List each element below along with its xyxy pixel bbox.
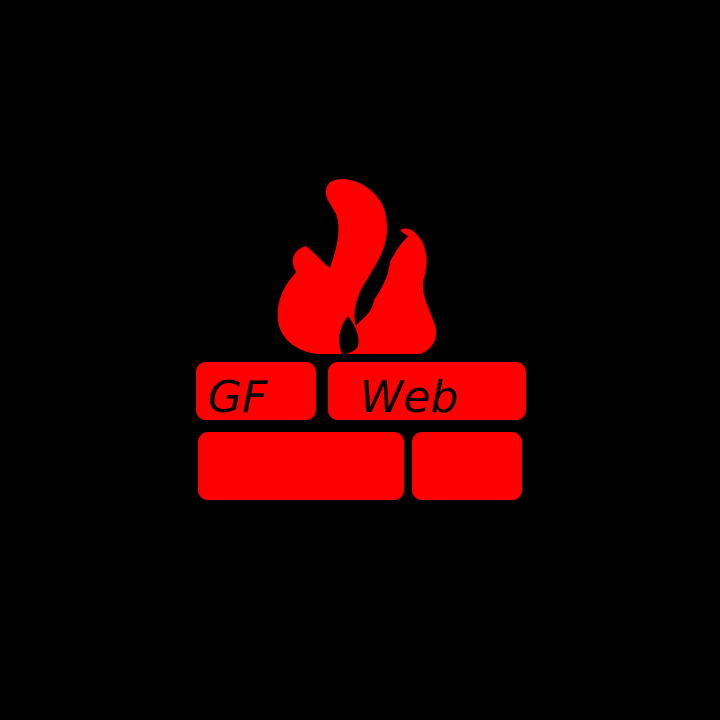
flame-tongue-right — [400, 228, 418, 240]
flame-inner-cut — [339, 316, 359, 354]
brick-bottom-right — [412, 432, 522, 500]
flame-main — [277, 179, 437, 354]
flame-icon — [277, 179, 437, 354]
brick-bottom-left — [198, 432, 404, 500]
brick-top-right — [328, 362, 526, 420]
brick-top-left — [196, 362, 316, 420]
brick-row-top — [196, 362, 526, 420]
brick-row-bottom — [198, 432, 522, 500]
logo-text-web: Web — [360, 372, 459, 423]
logo-text-gf: GF — [208, 372, 268, 423]
